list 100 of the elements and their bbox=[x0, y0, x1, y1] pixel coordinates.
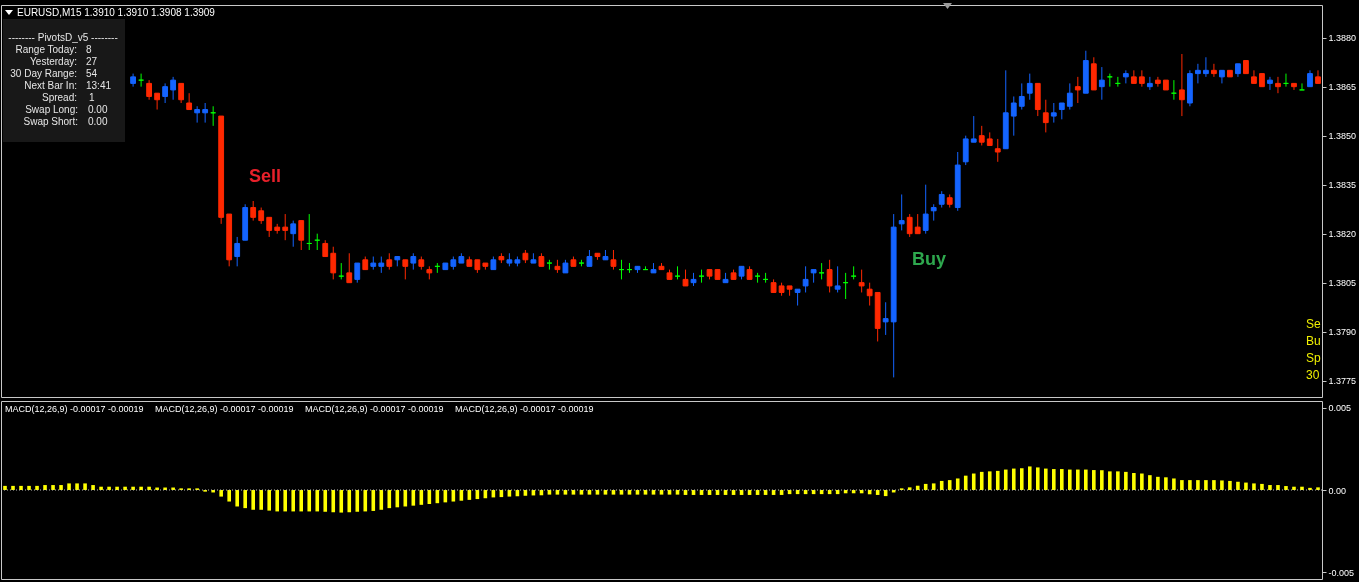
candlestick bbox=[1098, 66, 1105, 101]
annotation: MACD(12,26,9) -0.00017 -0.00019 bbox=[5, 404, 144, 414]
y-tick-label: 1.3850 bbox=[1328, 131, 1357, 142]
annotation: MACD(12,26,9) -0.00017 -0.00019 bbox=[455, 404, 594, 414]
bar bbox=[283, 490, 288, 512]
candlestick bbox=[290, 220, 297, 248]
bar bbox=[1043, 468, 1048, 490]
y-tick-label: 1.3775 bbox=[1328, 376, 1357, 387]
bar bbox=[1164, 477, 1168, 490]
bar bbox=[147, 486, 151, 490]
annotation: Spread: bbox=[41, 92, 77, 103]
candlestick bbox=[202, 102, 209, 124]
bar bbox=[1011, 468, 1016, 490]
candlestick bbox=[1154, 76, 1161, 88]
bar bbox=[323, 490, 328, 512]
candlestick bbox=[978, 125, 985, 146]
bar bbox=[315, 490, 320, 512]
bar bbox=[1268, 485, 1272, 490]
bar bbox=[947, 480, 952, 490]
bar bbox=[3, 485, 7, 490]
candlestick bbox=[1203, 56, 1209, 78]
candlestick bbox=[1130, 69, 1137, 84]
bar bbox=[251, 490, 255, 510]
bar bbox=[1116, 471, 1120, 490]
bar bbox=[955, 478, 960, 490]
y-tick-label: 0.00 bbox=[1328, 485, 1347, 496]
bar bbox=[1236, 481, 1240, 490]
annotation: -------- PivotsD_v5 -------- bbox=[8, 32, 118, 43]
candlestick bbox=[194, 105, 201, 124]
y-tick-label: 0.005 bbox=[1328, 403, 1352, 414]
bar bbox=[67, 483, 71, 490]
candlestick bbox=[906, 213, 913, 238]
candlestick bbox=[1010, 95, 1017, 137]
candlestick bbox=[266, 216, 273, 238]
candlestick bbox=[1146, 76, 1153, 91]
candlestick bbox=[922, 184, 929, 235]
bar bbox=[395, 490, 400, 508]
annotation: Sell bbox=[248, 166, 282, 186]
candlestick bbox=[234, 236, 241, 267]
bar bbox=[123, 486, 127, 490]
annotation: Swap Long: bbox=[25, 104, 78, 115]
candlestick bbox=[1050, 102, 1057, 124]
candlestick bbox=[346, 252, 353, 284]
bar bbox=[979, 471, 984, 490]
candlestick bbox=[282, 213, 289, 241]
candlestick bbox=[146, 79, 153, 101]
annotation: Bu bbox=[1306, 334, 1321, 348]
y-tick-label: 1.3880 bbox=[1328, 33, 1357, 44]
candlestick bbox=[154, 92, 161, 111]
candlestick bbox=[1026, 73, 1033, 101]
annotation: Next Bar In: bbox=[24, 80, 77, 91]
candlestick bbox=[1066, 82, 1073, 111]
bar bbox=[299, 490, 304, 512]
bar bbox=[1019, 468, 1024, 490]
bar bbox=[75, 483, 79, 490]
chart-title: EURUSD,M15 1.3910 1.3910 1.3908 1.3909 bbox=[17, 6, 216, 18]
candlestick bbox=[298, 220, 305, 251]
bar bbox=[923, 483, 928, 490]
bar bbox=[59, 485, 63, 490]
bar bbox=[939, 480, 944, 490]
y-tick-label: -0.005 bbox=[1328, 567, 1355, 578]
bar bbox=[1140, 473, 1144, 490]
bar bbox=[1084, 469, 1088, 490]
y-tick-label: 1.3790 bbox=[1328, 327, 1357, 338]
candlestick bbox=[1138, 69, 1145, 88]
bar bbox=[1204, 480, 1208, 490]
annotation: 0.00 bbox=[88, 116, 108, 127]
y-tick-label: 1.3805 bbox=[1328, 278, 1357, 289]
bar bbox=[19, 485, 23, 490]
candlestick bbox=[914, 213, 921, 235]
bar bbox=[259, 490, 263, 510]
bar bbox=[1052, 469, 1056, 490]
bar bbox=[1100, 470, 1104, 490]
candlestick bbox=[1178, 53, 1185, 117]
bar bbox=[1172, 478, 1176, 490]
candlestick bbox=[970, 115, 977, 143]
candlestick bbox=[250, 200, 257, 222]
annotation: 13:41 bbox=[86, 80, 112, 91]
candlestick bbox=[330, 246, 337, 280]
annotation: 54 bbox=[86, 68, 98, 79]
bar bbox=[1260, 483, 1264, 490]
bar bbox=[131, 486, 135, 490]
y-tick-label: 1.3835 bbox=[1328, 180, 1357, 191]
bar bbox=[51, 485, 55, 490]
bar bbox=[235, 490, 239, 507]
bar bbox=[1220, 480, 1224, 490]
bar bbox=[963, 475, 968, 490]
bar bbox=[1316, 487, 1320, 490]
bar bbox=[1132, 473, 1136, 490]
candlestick bbox=[1251, 69, 1257, 84]
annotation: 30 Day Range: bbox=[10, 68, 77, 79]
annotation: 1 bbox=[89, 92, 95, 103]
bar bbox=[91, 485, 95, 490]
candlestick bbox=[1275, 76, 1281, 94]
candlestick bbox=[834, 265, 841, 293]
bar bbox=[1076, 469, 1080, 490]
bar bbox=[1244, 482, 1248, 490]
bar bbox=[1092, 470, 1096, 490]
candlestick bbox=[994, 138, 1001, 163]
annotation: 0.00 bbox=[88, 104, 108, 115]
